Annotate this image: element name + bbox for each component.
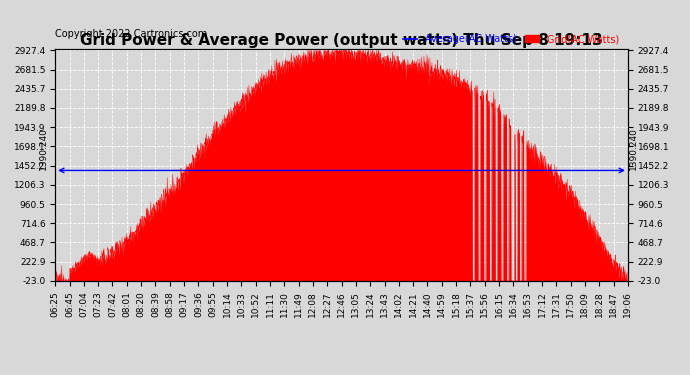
Text: 1390.240: 1390.240 xyxy=(39,128,48,170)
Legend: Average(AC Watts), Grid(AC Watts): Average(AC Watts), Grid(AC Watts) xyxy=(399,30,623,48)
Title: Grid Power & Average Power (output watts) Thu Sep 8 19:13: Grid Power & Average Power (output watts… xyxy=(80,33,603,48)
Text: Copyright 2022 Cartronics.com: Copyright 2022 Cartronics.com xyxy=(55,30,208,39)
Text: 1390.240: 1390.240 xyxy=(629,128,638,170)
